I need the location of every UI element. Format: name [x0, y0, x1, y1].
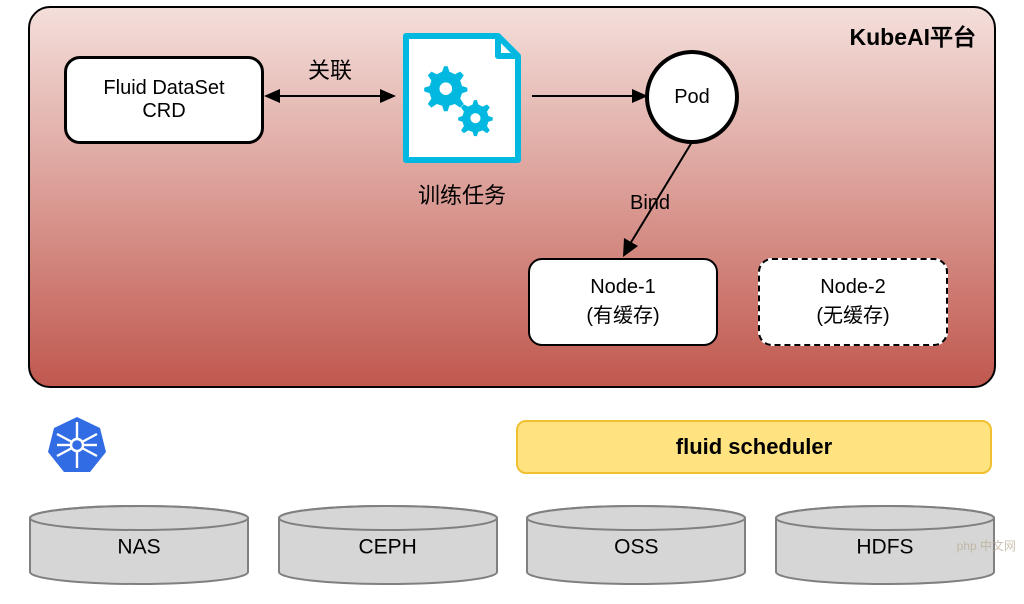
task-label: 训练任务 — [418, 178, 506, 210]
pod-circle: Pod — [645, 50, 739, 144]
storage-oss-label: OSS — [614, 535, 658, 559]
kubernetes-icon — [46, 414, 108, 476]
task-icon — [392, 28, 532, 168]
storage-row: NAS CEPH OSS HDFS — [28, 504, 996, 594]
watermark: php 中文网 — [957, 537, 1016, 554]
node2-line1: Node-2 — [820, 276, 886, 299]
node-1-box: Node-1 (有缓存) — [528, 258, 718, 346]
node2-line2: (无缓存) — [816, 299, 889, 328]
node1-line1: Node-1 — [590, 276, 656, 299]
arrow-crd-task — [264, 86, 396, 106]
storage-ceph: CEPH — [277, 504, 499, 586]
platform-container: KubeAI平台 Fluid DataSet CRD 训练任务 Pod Node… — [28, 6, 996, 388]
crd-line1: Fluid DataSet — [103, 77, 224, 100]
storage-nas: NAS — [28, 504, 250, 586]
node1-line2: (有缓存) — [586, 299, 659, 328]
pod-label: Pod — [674, 86, 710, 109]
storage-oss: OSS — [525, 504, 747, 586]
relation-label: 关联 — [308, 53, 352, 85]
arrow-pod-node1 — [590, 142, 710, 262]
node-2-box: Node-2 (无缓存) — [758, 258, 948, 346]
scheduler-label: fluid scheduler — [676, 434, 832, 460]
storage-nas-label: NAS — [117, 535, 160, 559]
crd-line2: CRD — [142, 100, 185, 123]
platform-title: KubeAI平台 — [850, 18, 977, 52]
arrow-task-pod — [532, 86, 648, 106]
storage-ceph-label: CEPH — [358, 535, 416, 559]
crd-box: Fluid DataSet CRD — [64, 56, 264, 144]
storage-hdfs-label: HDFS — [856, 535, 913, 559]
scheduler-box: fluid scheduler — [516, 420, 992, 474]
